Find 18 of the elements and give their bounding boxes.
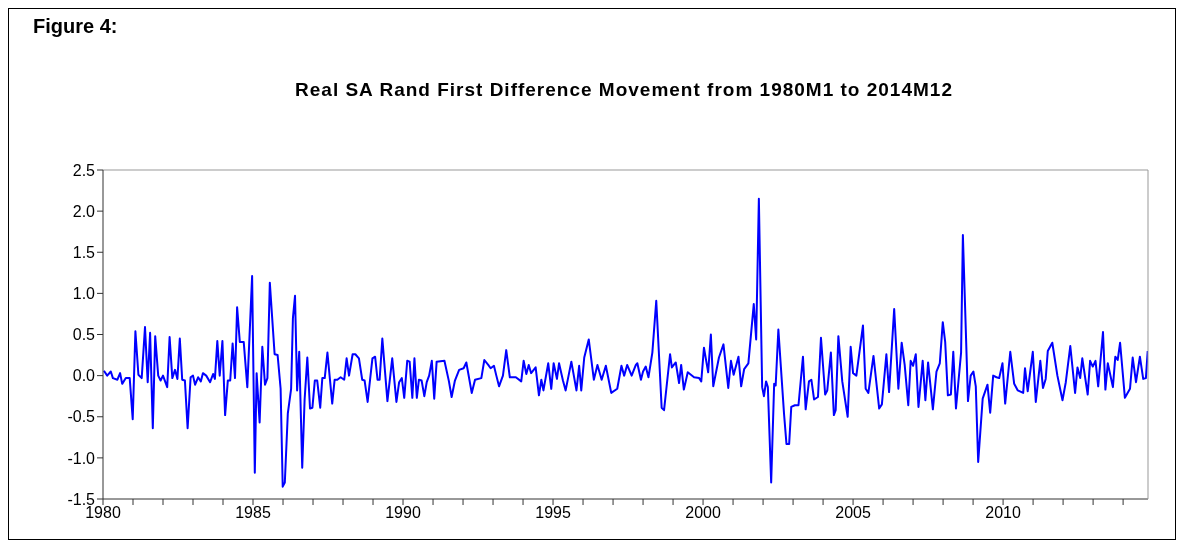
y-tick-label: 0.0 [72,367,96,385]
y-tick-label: -0.5 [67,408,96,426]
y-tick-label: 2.0 [72,202,96,220]
x-tick-label: 1985 [235,504,271,522]
y-tick-label: 0.5 [72,326,96,344]
y-tick-label: 2.5 [72,161,96,179]
x-tick-label: 2010 [985,504,1021,522]
line-series [103,197,1148,488]
y-tick-label: 1.5 [72,243,96,261]
x-tick-label: 1990 [385,504,421,522]
x-tick-label: 2000 [685,504,721,522]
chart-title: Real SA Rand First Difference Movement from 1980M1 to 2014M12 [294,79,954,101]
x-tick-label: 1980 [85,504,121,522]
x-tick-label: 2005 [835,504,871,522]
y-tick-label: -1.0 [67,449,96,467]
caption: Figure 4: [33,15,118,38]
x-tick-label: 1995 [535,504,571,522]
y-tick-label: 1.0 [72,285,96,303]
